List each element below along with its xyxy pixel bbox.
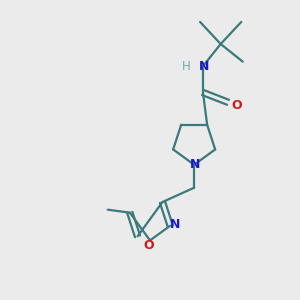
Text: O: O — [232, 99, 242, 112]
Text: N: N — [169, 218, 180, 231]
Text: H: H — [182, 60, 190, 73]
Text: N: N — [198, 60, 209, 73]
Text: N: N — [190, 158, 200, 171]
Text: O: O — [143, 239, 154, 252]
